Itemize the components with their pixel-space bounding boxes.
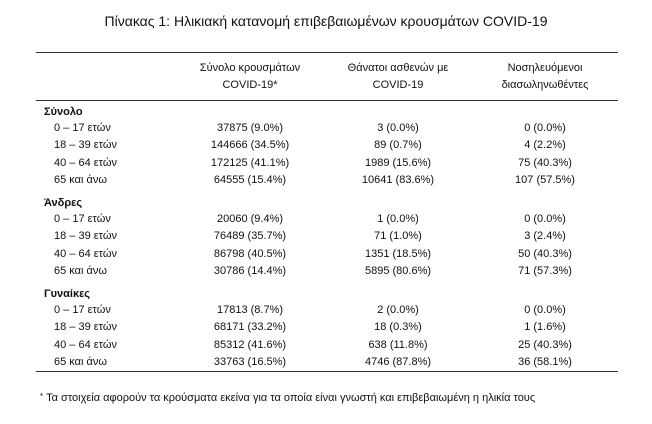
group-label: Άνδρες: [44, 196, 83, 209]
deaths-cell: 1 (0.0%): [377, 212, 419, 225]
table-row: 0 – 17 ετών 20060 (9.4%) 1 (0.0%) 0 (0.0…: [36, 210, 618, 228]
table-row: 40 – 64 ετών 85312 (41.6%) 638 (11.8%) 2…: [36, 336, 618, 354]
cases-cell: 33763 (16.5%): [213, 356, 287, 369]
cases-cell: 37875 (9.0%): [216, 121, 284, 134]
table-row: 0 – 17 ετών 37875 (9.0%) 3 (0.0%) 0 (0.0…: [36, 119, 618, 137]
header-deaths: Θάνατοι ασθενών με COVID-19: [324, 53, 472, 101]
group-row-women: Γυναίκες: [36, 280, 618, 301]
table-row: 18 – 39 ετών 76489 (35.7%) 71 (1.0%) 3 (…: [36, 228, 618, 246]
deaths-cell: 1989 (15.6%): [364, 156, 432, 169]
intubated-cell: 0 (0.0%): [524, 212, 566, 225]
age-cell: 18 – 39 ετών: [54, 230, 117, 243]
deaths-cell: 5895 (80.6%): [364, 265, 432, 278]
header-total-cases: Σύνολο κρουσμάτων COVID-19*: [176, 53, 324, 101]
intubated-cell: 4 (2.2%): [524, 139, 566, 152]
table-title: Πίνακας 1: Ηλικιακή κατανομή επιβεβαιωμέ…: [104, 13, 548, 29]
intubated-cell: 25 (40.3%): [518, 338, 572, 351]
cases-cell: 144666 (34.5%): [210, 139, 290, 152]
age-cell: 40 – 64 ετών: [54, 247, 117, 260]
header-intubated-line1: Νοσηλευόμενοι: [507, 62, 583, 74]
header-deaths-line2: COVID-19: [372, 79, 424, 91]
header-deaths-line1: Θάνατοι ασθενών με: [347, 62, 449, 74]
cases-cell: 17813 (8.7%): [216, 303, 284, 316]
table-row: 65 και άνω 64555 (15.4%) 10641 (83.6%) 1…: [36, 172, 618, 190]
table-row: 65 και άνω 30786 (14.4%) 5895 (80.6%) 71…: [36, 263, 618, 281]
intubated-cell: 71 (57.3%): [518, 265, 572, 278]
table-row: 18 – 39 ετών 68171 (33.2%) 18 (0.3%) 1 (…: [36, 319, 618, 337]
group-label: Γυναίκες: [44, 287, 91, 300]
age-cell: 18 – 39 ετών: [54, 321, 117, 334]
cases-cell: 30786 (14.4%): [213, 265, 287, 278]
deaths-cell: 71 (1.0%): [374, 230, 422, 243]
age-cell: 40 – 64 ετών: [54, 156, 117, 169]
footnote-text: Τα στοιχεία αφορούν τα κρούσματα εκείνα …: [46, 392, 536, 404]
deaths-cell: 2 (0.0%): [377, 303, 419, 316]
cases-cell: 86798 (40.5%): [213, 247, 287, 260]
table-row: 40 – 64 ετών 86798 (40.5%) 1351 (18.5%) …: [36, 245, 618, 263]
cases-cell: 64555 (15.4%): [213, 174, 287, 187]
footnote-marker: *: [40, 392, 44, 401]
deaths-cell: 18 (0.3%): [374, 321, 422, 334]
cases-cell: 85312 (41.6%): [213, 338, 287, 351]
table-row: 0 – 17 ετών 17813 (8.7%) 2 (0.0%) 0 (0.0…: [36, 301, 618, 319]
table-row: 18 – 39 ετών 144666 (34.5%) 89 (0.7%) 4 …: [36, 137, 618, 155]
cases-cell: 20060 (9.4%): [216, 212, 284, 225]
intubated-cell: 107 (57.5%): [515, 174, 575, 187]
intubated-cell: 1 (1.6%): [524, 321, 566, 334]
header-intubated-line2: διασωληνωθέντες: [501, 79, 589, 91]
intubated-cell: 3 (2.4%): [524, 230, 566, 243]
header-age: [36, 53, 176, 101]
deaths-cell: 10641 (83.6%): [361, 174, 435, 187]
intubated-cell: 0 (0.0%): [524, 121, 566, 134]
header-intubated: Νοσηλευόμενοι διασωληνωθέντες: [472, 53, 618, 101]
age-cell: 40 – 64 ετών: [54, 338, 117, 351]
group-row-men: Άνδρες: [36, 189, 618, 210]
age-cell: 0 – 17 ετών: [54, 212, 111, 225]
intubated-cell: 36 (58.1%): [518, 356, 572, 369]
intubated-cell: 0 (0.0%): [524, 303, 566, 316]
age-distribution-table: Σύνολο κρουσμάτων COVID-19* Θάνατοι ασθε…: [36, 52, 618, 372]
cases-cell: 76489 (35.7%): [213, 230, 287, 243]
age-cell: 18 – 39 ετών: [54, 139, 117, 152]
age-cell: 0 – 17 ετών: [54, 303, 111, 316]
intubated-cell: 75 (40.3%): [518, 156, 572, 169]
table-header-row: Σύνολο κρουσμάτων COVID-19* Θάνατοι ασθε…: [36, 52, 618, 101]
deaths-cell: 3 (0.0%): [377, 121, 419, 134]
cases-cell: 68171 (33.2%): [213, 321, 287, 334]
age-cell: 65 και άνω: [54, 265, 107, 278]
deaths-cell: 1351 (18.5%): [364, 247, 432, 260]
footnote: * Τα στοιχεία αφορούν τα κρούσματα εκείνα…: [40, 392, 535, 404]
header-total-cases-line1: Σύνολο κρουσμάτων: [199, 62, 301, 74]
deaths-cell: 4746 (87.8%): [364, 356, 432, 369]
age-cell: 0 – 17 ετών: [54, 121, 111, 134]
header-total-cases-line2: COVID-19*: [222, 79, 278, 91]
table-row: 40 – 64 ετών 172125 (41.1%) 1989 (15.6%)…: [36, 154, 618, 172]
deaths-cell: 638 (11.8%): [368, 338, 428, 351]
cases-cell: 172125 (41.1%): [210, 156, 290, 169]
table-row: 65 και άνω 33763 (16.5%) 4746 (87.8%) 36…: [36, 354, 618, 372]
intubated-cell: 50 (40.3%): [518, 247, 572, 260]
group-label: Σύνολο: [44, 105, 83, 118]
group-row-total: Σύνολο: [36, 101, 618, 120]
deaths-cell: 89 (0.7%): [374, 139, 422, 152]
age-cell: 65 και άνω: [54, 356, 107, 369]
age-cell: 65 και άνω: [54, 174, 107, 187]
